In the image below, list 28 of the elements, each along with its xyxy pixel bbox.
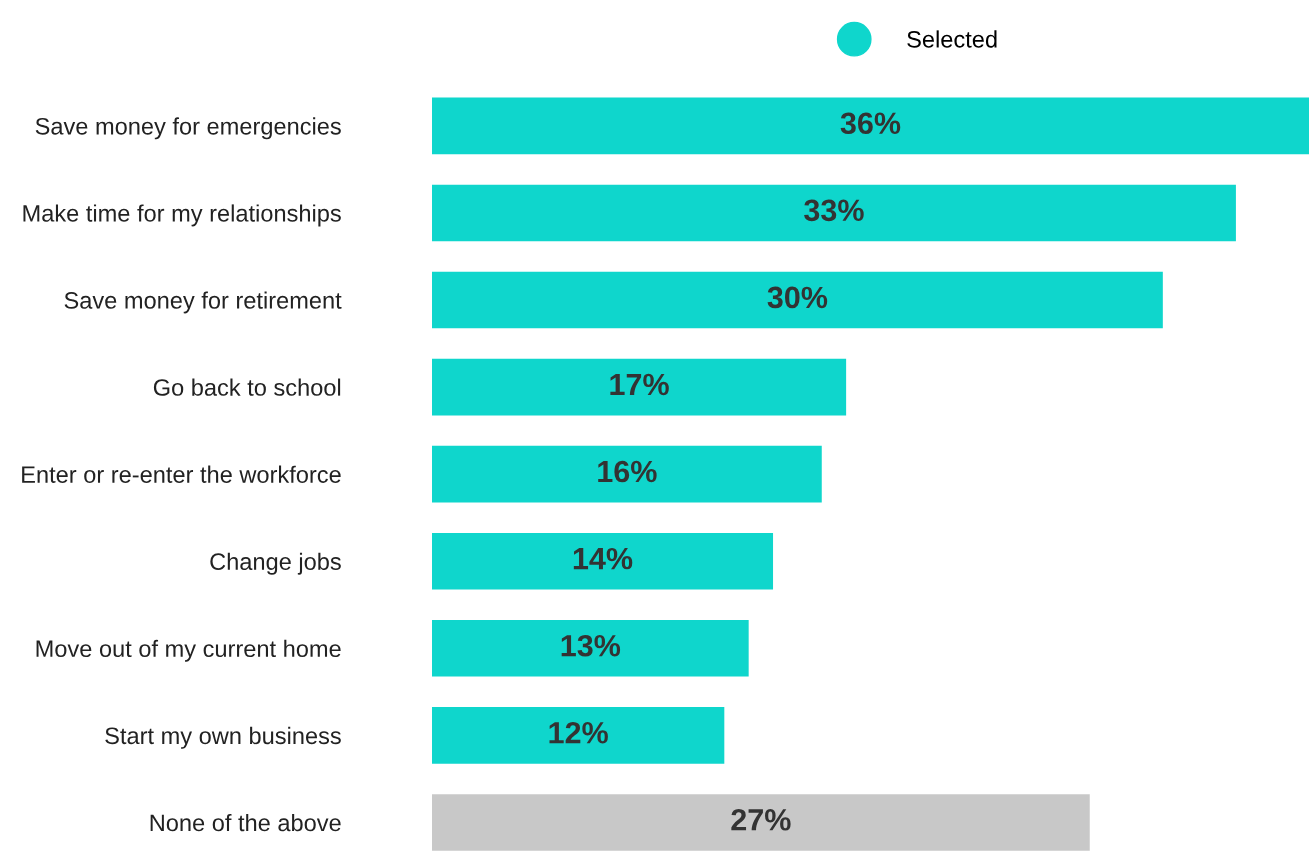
bar <box>431 532 774 590</box>
y-tick-label: Move out of my current home <box>36 639 341 662</box>
bar <box>431 445 822 503</box>
bar <box>431 620 749 677</box>
data-label: 17% <box>610 373 669 396</box>
y-tick-label: Enter or re-enter the workforce <box>22 465 341 483</box>
data-label: 36% <box>840 112 901 135</box>
y-tick-label: None of the above <box>150 813 341 832</box>
y-tick-label: Change jobs <box>210 552 341 575</box>
data-label: 13% <box>561 634 621 657</box>
data-label: 14% <box>573 547 633 570</box>
bar <box>431 358 847 416</box>
y-tick-label: Go back to school <box>153 378 341 396</box>
y-tick-label: Start my own business <box>105 726 341 749</box>
legend-label: Selected <box>907 30 997 48</box>
bar <box>431 184 1236 242</box>
bar <box>431 794 1090 851</box>
data-label: 30% <box>767 286 828 309</box>
data-label: 12% <box>549 721 608 744</box>
bar <box>431 271 1163 329</box>
y-tick-label: Save money for emergencies <box>35 117 341 140</box>
y-tick-label: Make time for my relationships <box>23 204 341 227</box>
y-tick-label: Save money for retirement <box>64 291 342 314</box>
bar <box>431 707 725 764</box>
data-label: 33% <box>804 199 864 222</box>
data-label: 16% <box>598 460 657 483</box>
bar <box>431 97 1309 155</box>
data-label: 27% <box>731 809 791 831</box>
